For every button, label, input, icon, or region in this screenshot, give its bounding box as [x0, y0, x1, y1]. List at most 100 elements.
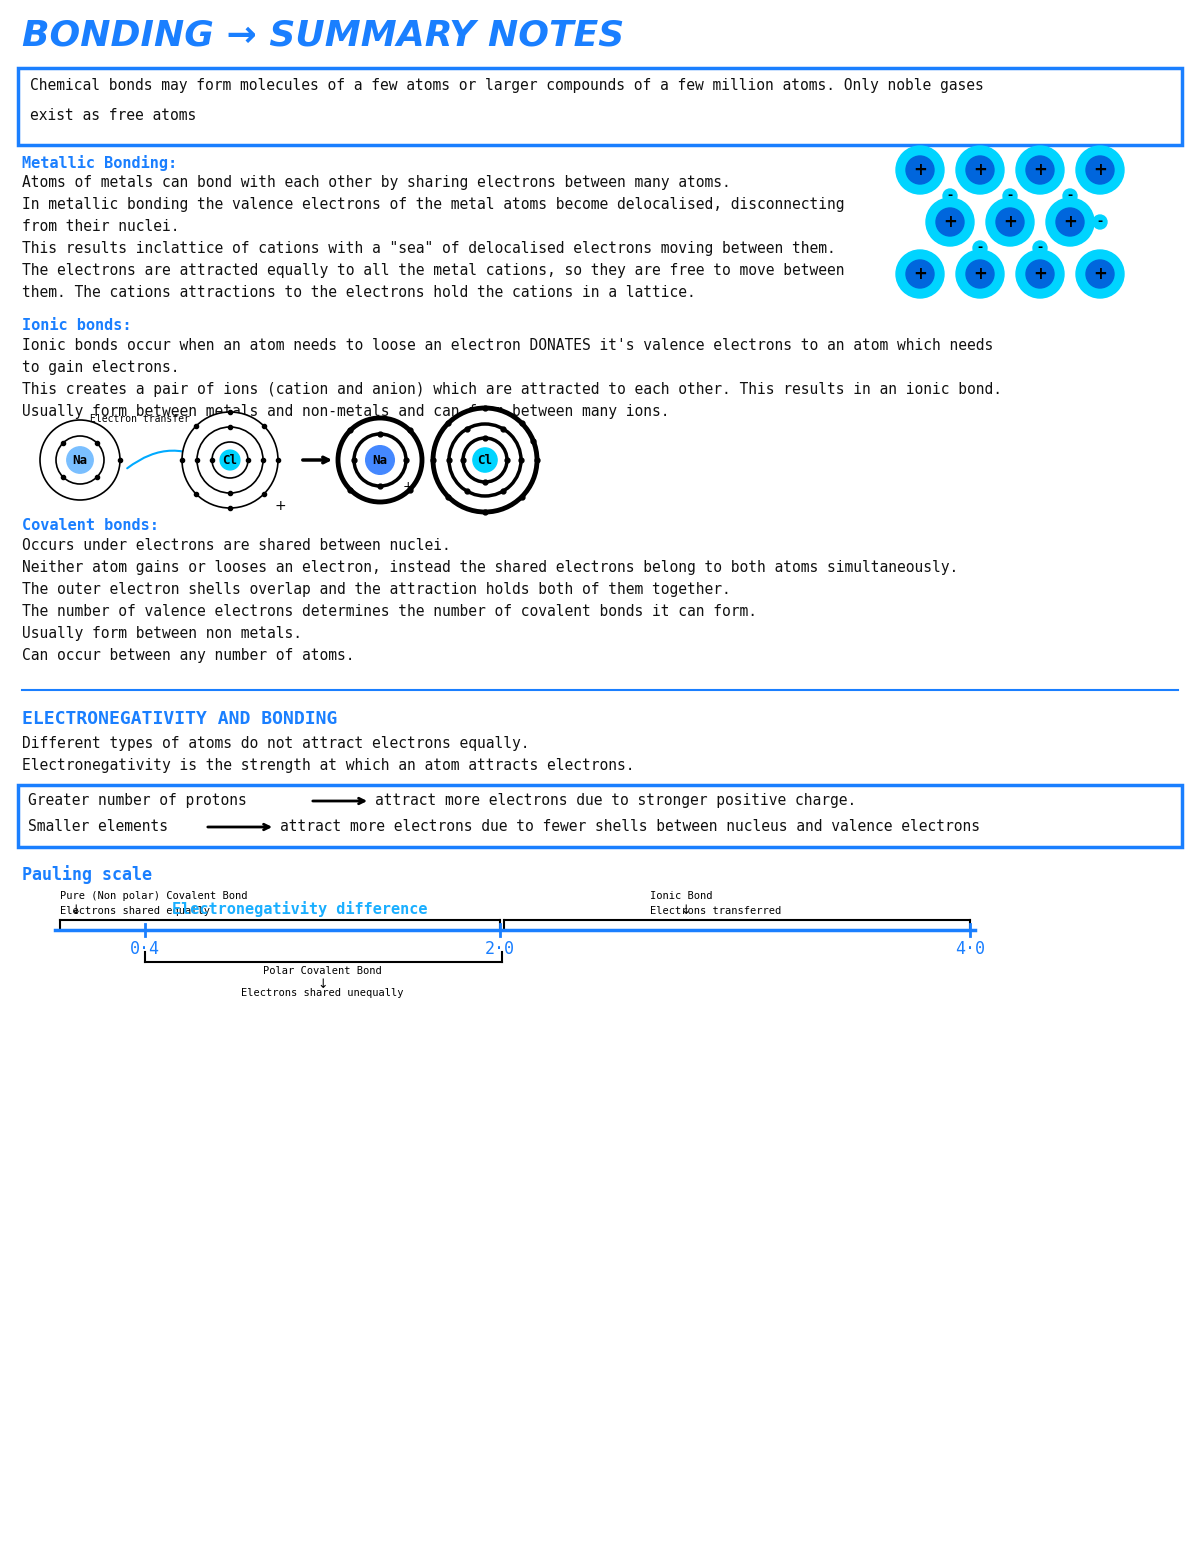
Circle shape [966, 259, 994, 287]
Text: -: - [948, 189, 953, 202]
Text: Electronegativity is the strength at which an atom attracts electrons.: Electronegativity is the strength at whi… [22, 758, 635, 773]
Text: 4·0: 4·0 [955, 940, 985, 958]
Circle shape [943, 189, 958, 203]
Text: 2·0: 2·0 [485, 940, 515, 958]
Circle shape [1026, 259, 1054, 287]
Text: +: + [913, 266, 926, 283]
Circle shape [1076, 250, 1124, 298]
Text: +: + [1003, 213, 1016, 231]
Text: -: - [978, 242, 983, 255]
Text: Ionic Bond: Ionic Bond [650, 891, 713, 901]
Text: +: + [1093, 162, 1106, 179]
Circle shape [966, 155, 994, 183]
Text: Neither atom gains or looses an electron, instead the shared electrons belong to: Neither atom gains or looses an electron… [22, 561, 959, 575]
Text: ELECTRONEGATIVITY AND BONDING: ELECTRONEGATIVITY AND BONDING [22, 710, 337, 728]
Text: Electron transfer: Electron transfer [90, 415, 190, 424]
Text: ↓: ↓ [317, 978, 328, 991]
Text: Electrons shared unequally: Electrons shared unequally [241, 988, 403, 999]
Circle shape [956, 250, 1004, 298]
Circle shape [1033, 241, 1046, 255]
Text: Ionic bonds occur when an atom needs to loose an electron DONATES it's valence e: Ionic bonds occur when an atom needs to … [22, 339, 994, 353]
Text: Na: Na [72, 453, 88, 466]
Text: The electrons are attracted equally to all the metal cations, so they are free t: The electrons are attracted equally to a… [22, 262, 845, 278]
Text: Metallic Bonding:: Metallic Bonding: [22, 155, 178, 171]
Circle shape [212, 443, 248, 478]
Text: +: + [403, 480, 413, 492]
Text: ↓: ↓ [70, 904, 80, 916]
Circle shape [1016, 146, 1064, 194]
Text: them. The cations attractions to the electrons hold the cations in a lattice.: them. The cations attractions to the ele… [22, 286, 696, 300]
Bar [18, 784, 1182, 846]
Text: +: + [1033, 162, 1046, 179]
Text: +: + [1033, 266, 1046, 283]
Circle shape [67, 447, 94, 474]
Text: Na: Na [372, 453, 388, 466]
Text: Chemical bonds may form molecules of a few atoms or larger compounds of a few mi: Chemical bonds may form molecules of a f… [30, 78, 984, 93]
Circle shape [56, 436, 104, 485]
Circle shape [996, 208, 1024, 236]
Text: Usually form between non metals.: Usually form between non metals. [22, 626, 302, 641]
Circle shape [1076, 146, 1124, 194]
Text: Pure (Non polar) Covalent Bond: Pure (Non polar) Covalent Bond [60, 891, 247, 901]
Text: 0·4: 0·4 [130, 940, 160, 958]
Circle shape [906, 259, 934, 287]
Text: Cl: Cl [478, 453, 492, 466]
Text: Ionic bonds:: Ionic bonds: [22, 318, 132, 332]
Text: to gain electrons.: to gain electrons. [22, 360, 180, 374]
Circle shape [896, 146, 944, 194]
Text: Usually form between metals and non-metals and can form between many ions.: Usually form between metals and non-meta… [22, 404, 670, 419]
Text: -: - [1068, 189, 1073, 202]
Text: Occurs under electrons are shared between nuclei.: Occurs under electrons are shared betwee… [22, 537, 451, 553]
Circle shape [338, 418, 422, 502]
Circle shape [1003, 189, 1018, 203]
Text: This creates a pair of ions (cation and anion) which are attracted to each other: This creates a pair of ions (cation and … [22, 382, 1002, 398]
Circle shape [896, 250, 944, 298]
Circle shape [366, 446, 395, 474]
Circle shape [956, 146, 1004, 194]
Text: The number of valence electrons determines the number of covalent bonds it can f: The number of valence electrons determin… [22, 604, 757, 620]
Text: +: + [1093, 266, 1106, 283]
Text: In metallic bonding the valence electrons of the metal atoms become delocalised,: In metallic bonding the valence electron… [22, 197, 845, 213]
Text: Polar Covalent Bond: Polar Covalent Bond [263, 966, 382, 975]
Circle shape [1063, 189, 1078, 203]
Circle shape [433, 408, 538, 512]
Text: Smaller elements: Smaller elements [28, 818, 168, 834]
Circle shape [182, 412, 278, 508]
Text: +: + [943, 213, 956, 231]
Text: Cl: Cl [222, 453, 238, 466]
Circle shape [1086, 259, 1114, 287]
Circle shape [926, 197, 974, 245]
Text: Covalent bonds:: Covalent bonds: [22, 519, 158, 533]
Text: Atoms of metals can bond with each other by sharing electrons between many atoms: Atoms of metals can bond with each other… [22, 175, 731, 189]
Text: Electrons shared equally: Electrons shared equally [60, 905, 210, 916]
Circle shape [1046, 197, 1094, 245]
Circle shape [354, 433, 406, 486]
Text: Electronegativity difference: Electronegativity difference [173, 901, 427, 916]
Bar [18, 68, 1182, 144]
Circle shape [986, 197, 1034, 245]
Text: Electrons transferred: Electrons transferred [650, 905, 781, 916]
Text: +: + [973, 162, 986, 179]
Text: +: + [274, 499, 286, 512]
Text: -: - [1008, 189, 1013, 202]
Text: +: + [973, 266, 986, 283]
Text: -: - [1098, 216, 1103, 228]
Circle shape [1093, 214, 1108, 228]
Circle shape [1086, 155, 1114, 183]
Circle shape [220, 450, 240, 471]
Text: attract more electrons due to stronger positive charge.: attract more electrons due to stronger p… [374, 794, 857, 808]
Text: from their nuclei.: from their nuclei. [22, 219, 180, 235]
Text: ↓: ↓ [680, 904, 690, 916]
Circle shape [449, 424, 521, 495]
Text: attract more electrons due to fewer shells between nucleus and valence electrons: attract more electrons due to fewer shel… [280, 818, 980, 834]
Circle shape [1056, 208, 1084, 236]
Text: This results inclattice of cations with a "sea" of delocalised electrons moving : This results inclattice of cations with … [22, 241, 835, 256]
Circle shape [906, 155, 934, 183]
Text: Greater number of protons: Greater number of protons [28, 794, 247, 808]
Text: +: + [1063, 213, 1076, 231]
Circle shape [1026, 155, 1054, 183]
Text: -: - [1038, 242, 1043, 255]
Text: -: - [521, 488, 526, 502]
Circle shape [936, 208, 964, 236]
Circle shape [473, 447, 497, 472]
